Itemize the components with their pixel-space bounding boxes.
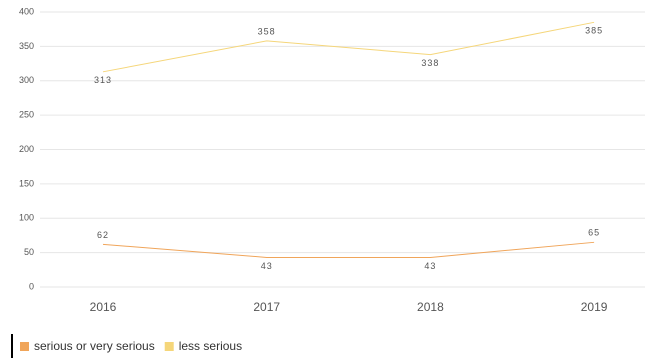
data-label: 43 — [424, 261, 436, 271]
y-tick-label: 200 — [19, 144, 34, 154]
y-tick-label: 50 — [24, 247, 34, 257]
legend-label: less serious — [179, 339, 242, 353]
series-line — [102, 241, 595, 258]
x-tick-label: 2019 — [581, 300, 608, 314]
data-label: 313 — [94, 75, 112, 85]
y-tick-label: 150 — [19, 178, 34, 188]
y-tick-label: 0 — [29, 281, 34, 291]
x-tick-label: 2016 — [90, 300, 117, 314]
data-label: 385 — [585, 26, 603, 36]
data-label: 62 — [97, 230, 109, 240]
y-tick-label: 100 — [19, 213, 34, 223]
y-tick-label: 350 — [19, 41, 34, 51]
legend-swatch — [20, 342, 29, 351]
y-tick-label: 400 — [19, 6, 34, 16]
series-line — [102, 21, 595, 73]
x-tick-label: 2018 — [417, 300, 444, 314]
legend-label: serious or very serious — [34, 339, 155, 353]
legend-swatch — [164, 342, 174, 351]
data-label: 43 — [261, 261, 273, 271]
data-label: 358 — [258, 26, 276, 36]
y-tick-label: 250 — [19, 110, 34, 120]
x-tick-label: 2017 — [253, 300, 280, 314]
y-tick-label: 300 — [19, 75, 34, 85]
data-label: 338 — [421, 58, 439, 68]
data-label: 65 — [588, 228, 600, 238]
